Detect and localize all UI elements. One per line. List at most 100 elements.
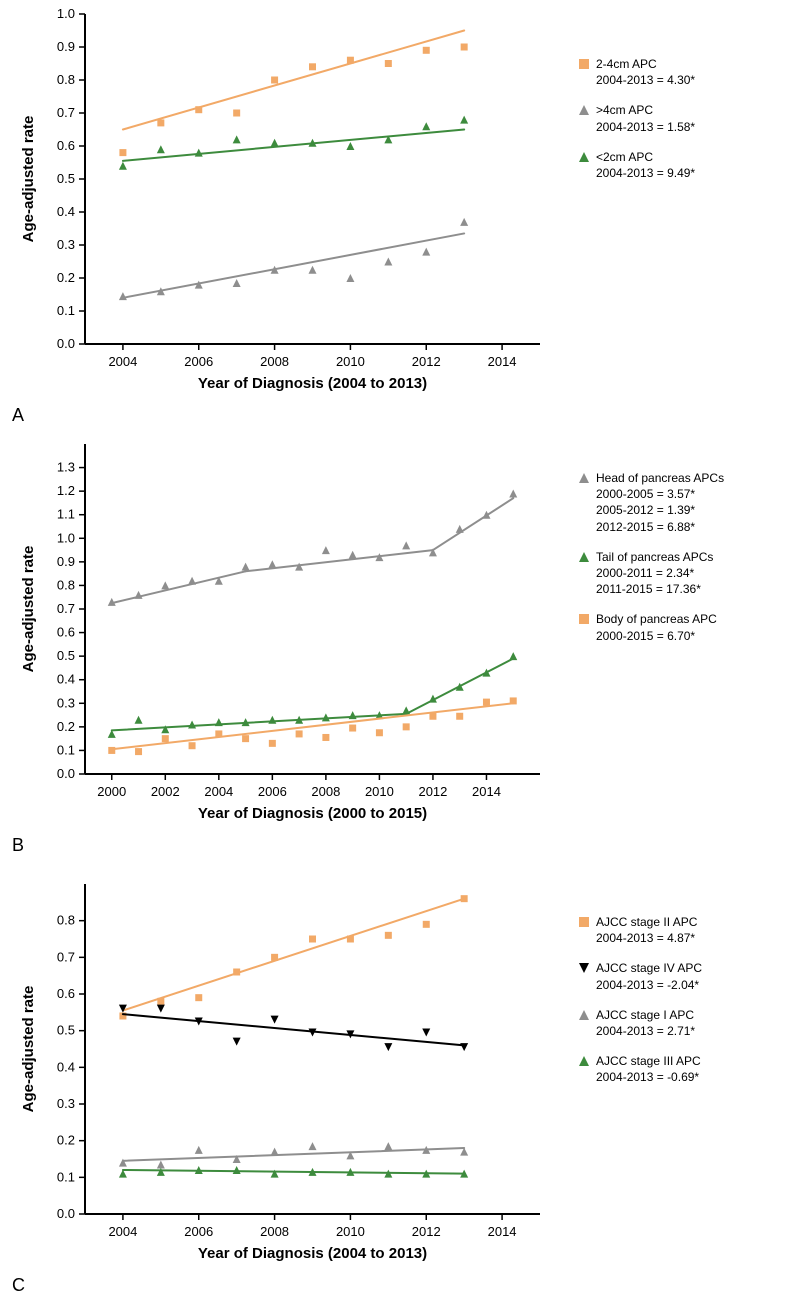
- svg-text:1.2: 1.2: [57, 483, 75, 498]
- svg-text:0.0: 0.0: [57, 336, 75, 351]
- svg-text:2000: 2000: [97, 784, 126, 799]
- svg-text:0.4: 0.4: [57, 204, 75, 219]
- svg-text:Age-adjusted rate: Age-adjusted rate: [20, 546, 37, 673]
- legend-entry: AJCC stage I APC2004-2013 = 2.71*: [578, 1007, 702, 1039]
- legend-entry: 2-4cm APC2004-2013 = 4.30*: [578, 56, 695, 88]
- svg-text:2004: 2004: [204, 784, 233, 799]
- svg-text:2008: 2008: [260, 1224, 289, 1239]
- svg-text:2006: 2006: [184, 354, 213, 369]
- legend-text: >4cm APC2004-2013 = 1.58*: [596, 102, 695, 134]
- legend-c: AJCC stage II APC2004-2013 = 4.87* AJCC s…: [578, 914, 702, 1100]
- svg-text:2004: 2004: [108, 354, 137, 369]
- svg-text:2012: 2012: [412, 1224, 441, 1239]
- legend-a: 2-4cm APC2004-2013 = 4.30* >4cm APC2004-2…: [578, 56, 695, 195]
- legend-swatch-icon: [578, 1055, 590, 1067]
- svg-text:Age-adjusted rate: Age-adjusted rate: [20, 116, 37, 243]
- svg-text:0.8: 0.8: [57, 577, 75, 592]
- svg-text:0.6: 0.6: [57, 625, 75, 640]
- legend-swatch-icon: [578, 551, 590, 563]
- legend-swatch-icon: [578, 472, 590, 484]
- svg-text:0.1: 0.1: [57, 303, 75, 318]
- legend-text: Body of pancreas APC2000-2015 = 6.70*: [596, 611, 724, 643]
- svg-text:0.2: 0.2: [57, 1133, 75, 1148]
- svg-text:2014: 2014: [472, 784, 501, 799]
- svg-text:0.9: 0.9: [57, 554, 75, 569]
- svg-text:2012: 2012: [418, 784, 447, 799]
- chart-c-svg: 0.00.10.20.30.40.50.60.70.82004200620082…: [0, 870, 570, 1270]
- svg-text:2006: 2006: [184, 1224, 213, 1239]
- legend-entry: Body of pancreas APC2000-2015 = 6.70*: [578, 611, 724, 643]
- legend-text: AJCC stage II APC2004-2013 = 4.87*: [596, 914, 702, 946]
- svg-text:2008: 2008: [260, 354, 289, 369]
- svg-text:1.0: 1.0: [57, 6, 75, 21]
- legend-entry: >4cm APC2004-2013 = 1.58*: [578, 102, 695, 134]
- panel-b: 0.00.10.20.30.40.50.60.70.80.91.01.11.21…: [0, 430, 800, 850]
- legend-text: <2cm APC2004-2013 = 9.49*: [596, 149, 695, 181]
- svg-text:0.9: 0.9: [57, 39, 75, 54]
- svg-text:0.3: 0.3: [57, 237, 75, 252]
- svg-text:0.2: 0.2: [57, 719, 75, 734]
- legend-entry: <2cm APC2004-2013 = 9.49*: [578, 149, 695, 181]
- page: { "colors": { "orange": "#f2a967", "gray…: [0, 0, 800, 1300]
- legend-swatch-icon: [578, 962, 590, 974]
- legend-text: AJCC stage I APC2004-2013 = 2.71*: [596, 1007, 702, 1039]
- panel-c-label: C: [12, 1275, 25, 1296]
- legend-b: Head of pancreas APCs2000-2005 = 3.57*20…: [578, 470, 724, 658]
- legend-swatch-icon: [578, 613, 590, 625]
- legend-text: Head of pancreas APCs2000-2005 = 3.57*20…: [596, 470, 724, 535]
- svg-text:2004: 2004: [108, 1224, 137, 1239]
- svg-text:Year of Diagnosis (2000 to 201: Year of Diagnosis (2000 to 2015): [198, 805, 427, 822]
- legend-swatch-icon: [578, 151, 590, 163]
- legend-swatch-icon: [578, 1009, 590, 1021]
- legend-entry: Tail of pancreas APCs2000-2011 = 2.34*20…: [578, 549, 724, 598]
- svg-text:0.6: 0.6: [57, 138, 75, 153]
- legend-text: Tail of pancreas APCs2000-2011 = 2.34*20…: [596, 549, 724, 598]
- legend-text: AJCC stage III APC2004-2013 = -0.69*: [596, 1053, 702, 1085]
- svg-text:0.7: 0.7: [57, 105, 75, 120]
- svg-text:0.6: 0.6: [57, 986, 75, 1001]
- svg-text:0.5: 0.5: [57, 1023, 75, 1038]
- panel-b-label: B: [12, 835, 24, 856]
- svg-text:0.5: 0.5: [57, 648, 75, 663]
- svg-text:0.3: 0.3: [57, 1096, 75, 1111]
- svg-text:1.1: 1.1: [57, 507, 75, 522]
- svg-text:1.0: 1.0: [57, 530, 75, 545]
- legend-entry: AJCC stage II APC2004-2013 = 4.87*: [578, 914, 702, 946]
- chart-a-svg: 0.0 0.1 0.2 0.3 0.4 0.5 0.6 0.7 0.8 0.9 1.0 2004 200…: [0, 0, 570, 400]
- svg-text:1.3: 1.3: [57, 460, 75, 475]
- svg-text:0.3: 0.3: [57, 695, 75, 710]
- svg-text:2014: 2014: [488, 1224, 517, 1239]
- svg-text:0.4: 0.4: [57, 1059, 75, 1074]
- panel-a-label: A: [12, 405, 24, 426]
- legend-swatch-icon: [578, 104, 590, 116]
- svg-text:2010: 2010: [336, 1224, 365, 1239]
- legend-swatch-icon: [578, 916, 590, 928]
- legend-text: AJCC stage IV APC2004-2013 = -2.04*: [596, 960, 702, 992]
- svg-text:0.5: 0.5: [57, 171, 75, 186]
- svg-text:0.1: 0.1: [57, 1169, 75, 1184]
- svg-text:0.2: 0.2: [57, 270, 75, 285]
- svg-text:2012: 2012: [412, 354, 441, 369]
- svg-text:0.0: 0.0: [57, 766, 75, 781]
- svg-text:Year of Diagnosis (2004 to 201: Year of Diagnosis (2004 to 2013): [198, 1245, 427, 1262]
- svg-text:Year of Diagnosis (2004 to 201: Year of Diagnosis (2004 to 2013): [198, 375, 427, 392]
- svg-text:2008: 2008: [311, 784, 340, 799]
- panel-c: 0.00.10.20.30.40.50.60.70.82004200620082…: [0, 870, 800, 1290]
- svg-text:0.8: 0.8: [57, 913, 75, 928]
- svg-text:2014: 2014: [488, 354, 517, 369]
- svg-text:0.8: 0.8: [57, 72, 75, 87]
- legend-text: 2-4cm APC2004-2013 = 4.30*: [596, 56, 695, 88]
- svg-text:0.0: 0.0: [57, 1206, 75, 1221]
- svg-text:Age-adjusted rate: Age-adjusted rate: [20, 986, 37, 1113]
- svg-text:2006: 2006: [258, 784, 287, 799]
- svg-text:0.4: 0.4: [57, 672, 75, 687]
- legend-entry: Head of pancreas APCs2000-2005 = 3.57*20…: [578, 470, 724, 535]
- legend-swatch-icon: [578, 58, 590, 70]
- panel-a: 0.0 0.1 0.2 0.3 0.4 0.5 0.6 0.7 0.8 0.9 1.0 2004 200…: [0, 0, 800, 420]
- legend-entry: AJCC stage IV APC2004-2013 = -2.04*: [578, 960, 702, 992]
- svg-text:0.1: 0.1: [57, 742, 75, 757]
- legend-entry: AJCC stage III APC2004-2013 = -0.69*: [578, 1053, 702, 1085]
- svg-text:2010: 2010: [336, 354, 365, 369]
- chart-b-svg: 0.00.10.20.30.40.50.60.70.80.91.01.11.21…: [0, 430, 570, 830]
- svg-text:2010: 2010: [365, 784, 394, 799]
